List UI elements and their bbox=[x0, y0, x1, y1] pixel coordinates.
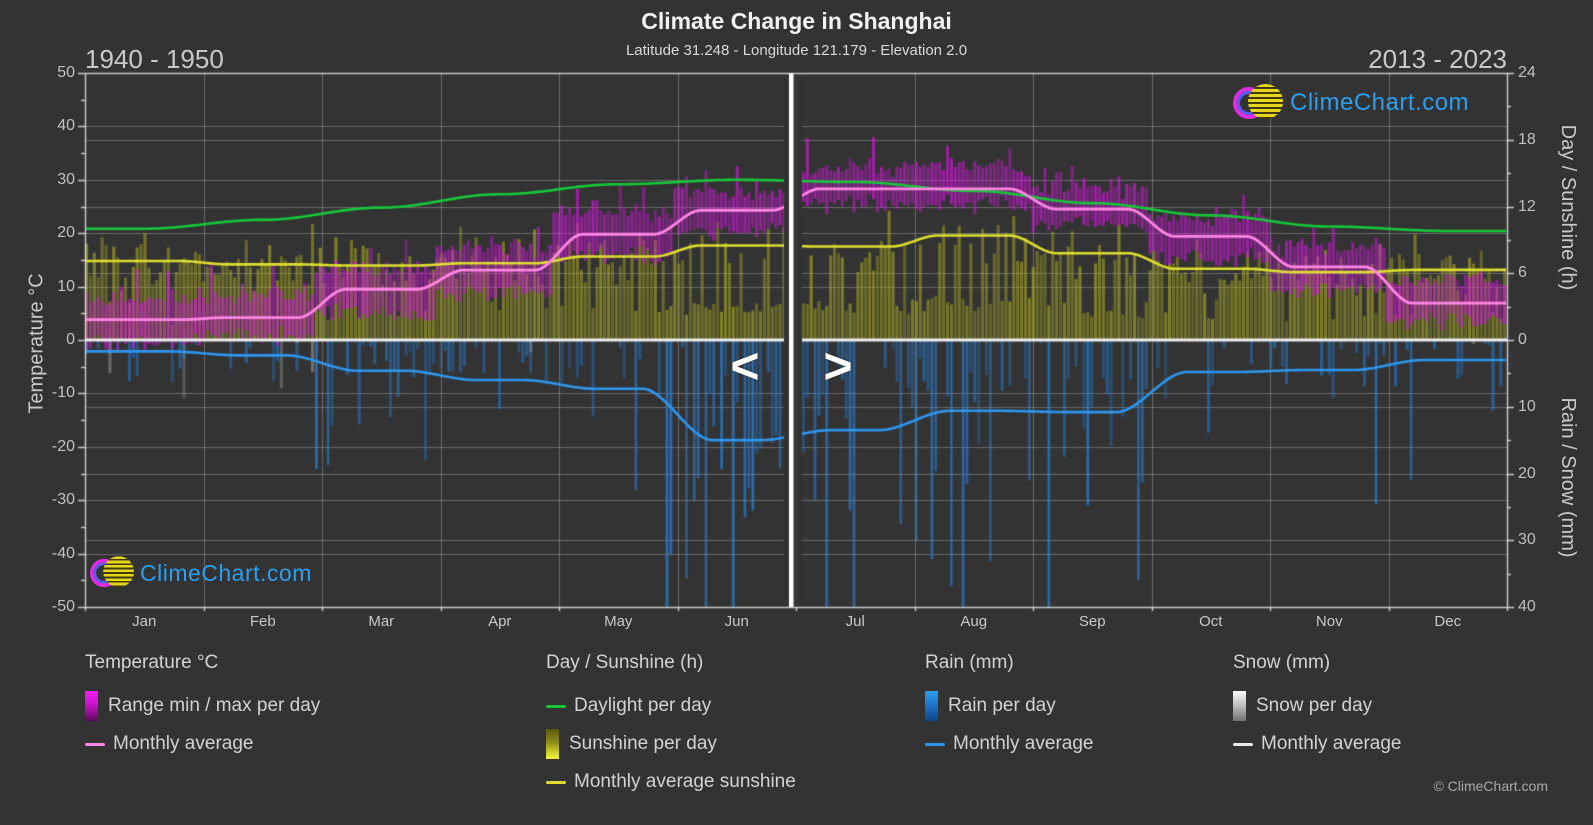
slider-next-arrow[interactable]: > bbox=[823, 338, 853, 394]
rain-average-dash bbox=[925, 742, 945, 746]
y-tick-temp-0: 0 bbox=[66, 331, 75, 348]
legend-item: Range min / max per day bbox=[85, 687, 320, 725]
y-tick-temp-30: 30 bbox=[57, 170, 75, 188]
y-tick-day-6: 6 bbox=[1518, 264, 1527, 282]
y-tick-rain-10: 10 bbox=[1518, 397, 1536, 415]
legend-item: Monthly average sunshine bbox=[546, 763, 796, 801]
legend-item: Daylight per day bbox=[546, 687, 796, 725]
y-tick-temp--30: -30 bbox=[51, 491, 75, 509]
y-tick-rain-40: 40 bbox=[1518, 598, 1536, 615]
y-tick-rain-20: 20 bbox=[1518, 464, 1536, 482]
legend-group-title: Rain (mm) bbox=[925, 652, 1014, 673]
temp-range-swatch bbox=[85, 691, 98, 721]
sunshine-swatch bbox=[546, 729, 559, 759]
legend-item: Monthly average bbox=[925, 725, 1093, 763]
y-tick-temp-40: 40 bbox=[57, 117, 75, 135]
y-tick-rain-30: 30 bbox=[1518, 531, 1536, 549]
logo-top-right[interactable]: ClimeChart.com bbox=[1233, 84, 1469, 122]
x-tick-month-oct: Oct bbox=[1199, 613, 1223, 630]
logo-text: ClimeChart.com bbox=[1290, 89, 1470, 116]
page-subtitle: Latitude 31.248 - Longitude 121.179 - El… bbox=[625, 42, 968, 59]
era-left-label: 1940 - 1950 bbox=[85, 44, 224, 74]
x-tick-month-feb: Feb bbox=[249, 613, 276, 630]
y-tick-temp--10: -10 bbox=[51, 384, 75, 402]
x-tick-month-mar: Mar bbox=[368, 613, 395, 630]
x-tick-month-sep: Sep bbox=[1078, 613, 1106, 630]
legend-group-title: Snow (mm) bbox=[1233, 652, 1331, 673]
page-title: Climate Change in Shanghai bbox=[641, 8, 952, 34]
y-tick-temp-20: 20 bbox=[57, 224, 75, 242]
x-tick-month-nov: Nov bbox=[1315, 613, 1343, 630]
logo-bottom-left[interactable]: ClimeChart.com bbox=[90, 554, 312, 592]
legend-item: Monthly average bbox=[85, 725, 320, 763]
x-tick-month-may: May bbox=[604, 613, 633, 630]
x-tick-month-dec: Dec bbox=[1434, 613, 1462, 630]
x-tick-month-apr: Apr bbox=[488, 613, 512, 630]
slider-prev-arrow[interactable]: < bbox=[730, 338, 760, 394]
y-tick-temp--40: -40 bbox=[51, 544, 75, 562]
legend-group-rain: Rain (mm) Rain per day Monthly average bbox=[925, 652, 1093, 763]
climechart-logo-icon bbox=[90, 556, 134, 589]
era-right-label: 2013 - 2023 bbox=[1368, 44, 1507, 74]
legend-group-snow: Snow (mm) Snow per day Monthly average bbox=[1233, 652, 1401, 763]
x-tick-month-jan: Jan bbox=[132, 613, 157, 630]
legend-group-day-sunshine: Day / Sunshine (h) Daylight per day Suns… bbox=[546, 652, 796, 801]
climechart-logo-icon bbox=[1233, 84, 1283, 122]
y-tick-day-12: 12 bbox=[1518, 197, 1536, 215]
y-tick-day-24: 24 bbox=[1518, 64, 1536, 81]
sunshine-average-dash bbox=[546, 780, 566, 784]
logo-text: ClimeChart.com bbox=[140, 559, 312, 586]
rain-swatch bbox=[925, 691, 938, 721]
legend-group-temperature: Temperature °C Range min / max per day M… bbox=[85, 652, 320, 763]
daylight-dash bbox=[546, 704, 566, 708]
legend-item: Sunshine per day bbox=[546, 725, 796, 763]
y-tick-temp-10: 10 bbox=[57, 277, 75, 295]
x-tick-month-jun: Jun bbox=[724, 613, 749, 630]
x-tick-month-aug: Aug bbox=[960, 613, 988, 630]
y-tick-temp--50: -50 bbox=[51, 598, 75, 615]
snow-swatch bbox=[1233, 691, 1246, 721]
y-axis-title-rain-snow: Rain / Snow (mm) bbox=[1557, 397, 1579, 558]
y-tick-temp--20: -20 bbox=[51, 437, 75, 455]
y-tick-day-18: 18 bbox=[1518, 130, 1536, 148]
temp-average-dash bbox=[85, 742, 105, 746]
legend-group-title: Temperature °C bbox=[85, 652, 219, 673]
legend-item: Snow per day bbox=[1233, 687, 1401, 725]
legend-item: Monthly average bbox=[1233, 725, 1401, 763]
x-tick-month-jul: Jul bbox=[845, 613, 865, 630]
legend-group-title: Day / Sunshine (h) bbox=[546, 652, 704, 673]
y-axis-title-day-sunshine: Day / Sunshine (h) bbox=[1557, 124, 1579, 291]
legend-item: Rain per day bbox=[925, 687, 1093, 725]
y-tick-day-0: 0 bbox=[1518, 331, 1527, 348]
y-tick-temp-50: 50 bbox=[57, 64, 75, 81]
copyright-text: © ClimeChart.com bbox=[1433, 778, 1548, 794]
snow-average-dash bbox=[1233, 742, 1253, 746]
